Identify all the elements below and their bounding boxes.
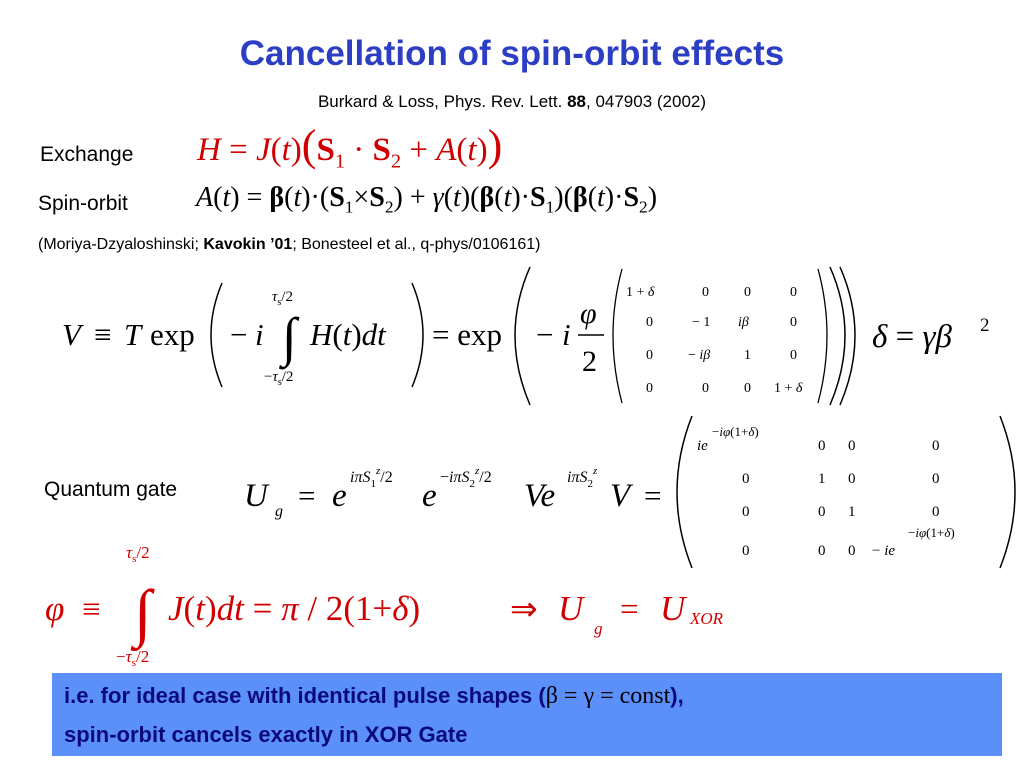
svg-text:− ie: − ie	[872, 543, 895, 559]
spin-orbit-label: Spin-orbit	[38, 192, 128, 215]
svg-text:1: 1	[848, 504, 856, 520]
svg-text:iπS1z/2: iπS1z/2	[350, 465, 393, 490]
svg-text:0: 0	[848, 471, 856, 487]
svg-text:0: 0	[932, 438, 940, 454]
svg-text:U: U	[558, 589, 586, 628]
svg-text:−iφ(1+δ): −iφ(1+δ)	[712, 424, 759, 439]
svg-text:T: T	[124, 317, 144, 352]
svg-text:0: 0	[646, 381, 653, 396]
svg-text:0: 0	[818, 504, 826, 520]
svg-text:= exp: = exp	[432, 317, 502, 352]
banner-line-2: spin-orbit cancels exactly in XOR Gate	[64, 722, 468, 747]
svg-text:τs/2: τs/2	[126, 543, 150, 565]
svg-text:0: 0	[818, 543, 826, 559]
svg-text:⇒: ⇒	[510, 592, 538, 628]
svg-text:1: 1	[818, 471, 826, 487]
svg-text:=: =	[298, 478, 315, 513]
svg-text:∫: ∫	[279, 307, 300, 370]
svg-text:2: 2	[980, 315, 990, 336]
svg-text:−: −	[536, 317, 553, 352]
svg-text:−: −	[230, 317, 247, 352]
banner-line-1-end: ),	[670, 683, 684, 708]
svg-text:0: 0	[848, 438, 856, 454]
svg-text:1 + δ: 1 + δ	[626, 285, 655, 300]
svg-text:0: 0	[742, 504, 750, 520]
svg-text:0: 0	[744, 381, 751, 396]
svg-text:δ = γβ: δ = γβ	[872, 319, 952, 355]
svg-text:H(t)dt: H(t)dt	[309, 317, 387, 352]
banner-math: β = γ = const	[545, 683, 671, 709]
svg-text:i: i	[255, 317, 264, 352]
citation: Burkard & Loss, Phys. Rev. Lett. 88, 047…	[0, 92, 1024, 112]
references-part1: (Moriya-Dzyaloshinski;	[38, 236, 204, 253]
svg-text:0: 0	[932, 504, 940, 520]
svg-text:0: 0	[790, 348, 797, 363]
page-title: Cancellation of spin-orbit effects	[239, 34, 785, 73]
svg-text:g: g	[594, 619, 603, 638]
citation-rest: , 047903 (2002)	[586, 92, 707, 111]
svg-text:iβ: iβ	[738, 315, 749, 330]
svg-text:− iβ: − iβ	[688, 348, 710, 363]
svg-text:0: 0	[818, 438, 826, 454]
svg-text:U: U	[660, 589, 688, 628]
svg-text:XOR: XOR	[689, 609, 724, 628]
svg-text:ie: ie	[697, 438, 708, 454]
spin-orbit-equation: A(t) = β(t)·(S1×S2) + γ(t)(β(t)·S1)(β(t)…	[196, 182, 658, 217]
svg-text:φ: φ	[45, 589, 64, 628]
svg-text:φ: φ	[580, 297, 597, 330]
svg-text:−τs/2: −τs/2	[264, 369, 293, 388]
svg-text:iπS2z: iπS2z	[567, 465, 598, 490]
svg-text:Ve: Ve	[524, 478, 555, 514]
references-part2: ; Bonesteel et al., q-phys/0106161)	[292, 236, 541, 253]
svg-text:V: V	[62, 317, 84, 352]
svg-text:J(t)dt = π / 2(1+δ): J(t)dt = π / 2(1+δ)	[168, 589, 420, 628]
svg-text:−iφ(1+δ): −iφ(1+δ)	[908, 525, 955, 540]
citation-volume: 88	[567, 92, 586, 111]
exchange-hamiltonian: H = J(t)(S1 · S2 + A(t))	[197, 121, 503, 173]
svg-text:≡: ≡	[94, 317, 111, 352]
svg-text:U: U	[244, 478, 270, 514]
banner-line-1: i.e. for ideal case with identical pulse…	[64, 683, 684, 710]
exchange-label: Exchange	[40, 143, 134, 166]
svg-text:0: 0	[848, 543, 856, 559]
svg-text:≡: ≡	[82, 592, 101, 628]
quantum-gate-equation: U g = e iπS1z/2 e −iπS2z/2 Ve iπS2z V = …	[244, 415, 1016, 569]
svg-text:0: 0	[742, 471, 750, 487]
svg-text:0: 0	[744, 285, 751, 300]
references: (Moriya-Dzyaloshinski; Kavokin ’01; Bone…	[38, 236, 540, 254]
svg-text:0: 0	[702, 381, 709, 396]
svg-text:0: 0	[790, 315, 797, 330]
svg-text:1 + δ: 1 + δ	[774, 381, 803, 396]
svg-text:e: e	[422, 478, 437, 514]
conclusion-banner	[52, 673, 1002, 756]
banner-line-1-text: i.e. for ideal case with identical pulse…	[64, 683, 546, 708]
svg-text:i: i	[562, 317, 571, 352]
quantum-gate-label: Quantum gate	[44, 478, 178, 501]
svg-text:0: 0	[646, 348, 653, 363]
svg-text:0: 0	[932, 471, 940, 487]
svg-text:0: 0	[702, 285, 709, 300]
v-equation: V ≡ T exp − i ∫ τs/2 −τs/2 H(t)dt = exp …	[62, 266, 990, 406]
svg-text:0: 0	[742, 543, 750, 559]
citation-authors: Burkard & Loss, Phys. Rev. Lett.	[317, 92, 568, 111]
svg-text:e: e	[332, 478, 347, 514]
svg-text:0: 0	[790, 285, 797, 300]
svg-text:2: 2	[582, 345, 597, 378]
svg-text:− 1: − 1	[692, 315, 710, 330]
svg-text:g: g	[275, 503, 283, 520]
svg-text:−τs/2: −τs/2	[116, 647, 149, 669]
svg-text:1: 1	[744, 348, 751, 363]
svg-text:∫: ∫	[130, 577, 155, 652]
svg-text:0: 0	[646, 315, 653, 330]
svg-text:exp: exp	[150, 317, 195, 352]
phi-equation: φ ≡ τs/2 ∫ −τs/2 J(t)dt = π / 2(1+δ) ⇒ U…	[45, 543, 724, 669]
svg-text:τs/2: τs/2	[272, 289, 293, 308]
references-bold: Kavokin ’01	[203, 236, 293, 253]
svg-text:=: =	[644, 478, 661, 513]
svg-text:V: V	[610, 478, 634, 514]
svg-text:−iπS2z/2: −iπS2z/2	[440, 465, 492, 490]
svg-text:=: =	[620, 592, 639, 628]
